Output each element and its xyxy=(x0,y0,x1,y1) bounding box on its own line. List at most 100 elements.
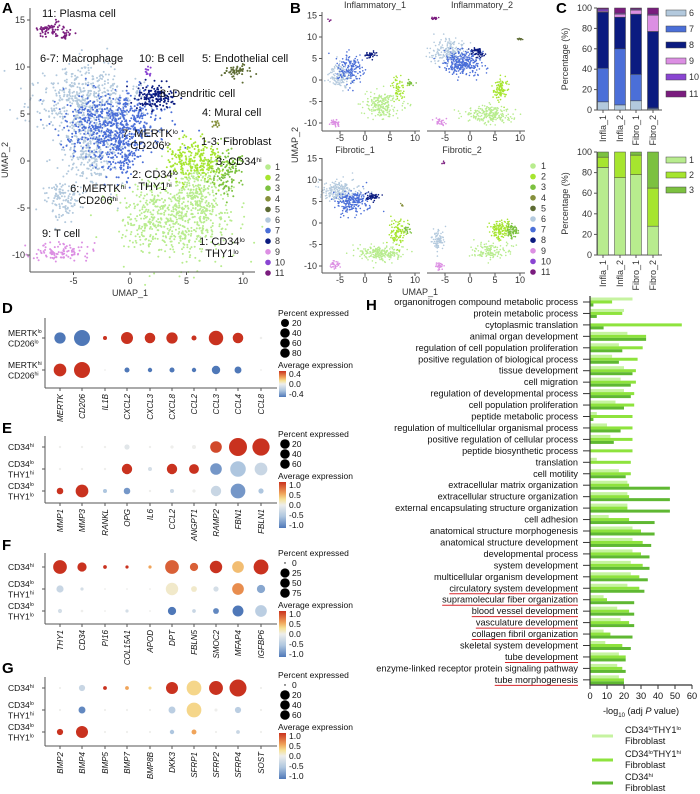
umap-point-cluster-1 xyxy=(202,188,205,191)
umap-a-points xyxy=(3,18,264,286)
umap-point-cluster-6 xyxy=(76,191,79,194)
umap-point-cluster-2 xyxy=(180,168,182,171)
umap-point-cluster-7 xyxy=(66,104,69,106)
umap-point-cluster-8 xyxy=(475,52,478,55)
umap-point-cluster-2 xyxy=(178,149,181,152)
legend-swatch-cluster-9 xyxy=(265,249,271,255)
umap-point-cluster-7 xyxy=(81,138,83,141)
cluster-annotation: 2: CD34lo xyxy=(132,169,178,181)
umap-point-cluster-1 xyxy=(120,236,123,239)
umap-point-cluster-3 xyxy=(412,84,414,87)
umap-point-cluster-7 xyxy=(125,119,128,122)
umap-point-cluster-2 xyxy=(188,162,191,165)
umap-point-cluster-7 xyxy=(140,112,143,115)
umap-point-cluster-6 xyxy=(442,53,445,56)
umap-point-cluster-6 xyxy=(438,41,441,44)
umap-point-cluster-1 xyxy=(128,239,131,242)
umap-point-cluster-7 xyxy=(82,129,85,132)
umap-point-cluster-6 xyxy=(63,149,66,151)
umap-point-cluster-1 xyxy=(211,230,214,233)
umap-point-cluster-6 xyxy=(98,172,101,175)
cluster-annotation: 10: B cell xyxy=(139,53,184,65)
umap-point-cluster-7 xyxy=(455,70,458,72)
umap-point-cluster-6 xyxy=(57,112,60,115)
umap-point-cluster-1 xyxy=(181,219,184,221)
umap-point-cluster-7 xyxy=(78,108,81,111)
umap-point-cluster-6 xyxy=(47,196,50,199)
umap-point-cluster-7 xyxy=(106,128,109,131)
umap-point-cluster-2 xyxy=(401,97,403,100)
umap-point-cluster-8 xyxy=(149,103,152,106)
umap-point-cluster-1 xyxy=(175,193,178,196)
umap-point-cluster-6 xyxy=(340,65,342,68)
umap-point-cluster-11 xyxy=(68,32,71,35)
umap-point-cluster-6 xyxy=(48,159,51,161)
umap-point-cluster-6 xyxy=(93,161,96,164)
umap-point-cluster-1 xyxy=(190,209,193,212)
umap-point-cluster-6 xyxy=(445,37,447,40)
umap-point-cluster-6 xyxy=(134,77,137,80)
umap-point-cluster-7 xyxy=(362,70,364,72)
umap-point-cluster-6 xyxy=(80,155,83,158)
umap-point-cluster-7 xyxy=(462,56,465,59)
umap-point-cluster-9 xyxy=(37,248,40,251)
umap-point-cluster-1 xyxy=(198,204,201,207)
umap-point-cluster-6 xyxy=(81,67,83,70)
umap-point-cluster-6 xyxy=(433,33,435,35)
umap-point-cluster-6 xyxy=(82,87,85,90)
umap-point-cluster-6 xyxy=(82,111,85,114)
umap-point-cluster-1 xyxy=(177,202,180,205)
umap-point-cluster-8 xyxy=(147,97,149,100)
umap-point-cluster-7 xyxy=(129,166,132,169)
umap-point-cluster-1 xyxy=(230,219,233,222)
umap-point-cluster-1 xyxy=(213,185,216,188)
umap-point-cluster-1 xyxy=(409,103,412,106)
umap-point-cluster-2 xyxy=(189,150,191,153)
umap-point-cluster-2 xyxy=(189,165,192,168)
umap-point-cluster-7 xyxy=(476,64,479,67)
cluster-annotation: CD206lo xyxy=(130,140,170,152)
umap-point-cluster-1 xyxy=(372,107,374,109)
umap-point-cluster-6 xyxy=(43,199,46,202)
umap-point-cluster-5 xyxy=(519,38,522,40)
umap-point-cluster-6 xyxy=(107,82,110,84)
umap-point-cluster-7 xyxy=(111,152,114,155)
umap-point-cluster-7 xyxy=(108,103,111,106)
umap-point-cluster-1 xyxy=(191,194,194,197)
umap-point-cluster-1 xyxy=(189,191,192,194)
umap-point-cluster-7 xyxy=(137,112,140,115)
umap-point-cluster-1 xyxy=(459,112,461,115)
umap-point-cluster-7 xyxy=(98,134,101,137)
umap-point-cluster-7 xyxy=(118,133,121,136)
umap-point-cluster-6 xyxy=(38,112,41,115)
umap-point-cluster-7 xyxy=(472,62,475,64)
umap-point-cluster-7 xyxy=(458,60,460,63)
umap-point-cluster-2 xyxy=(400,74,402,77)
umap-point-cluster-3 xyxy=(210,167,213,170)
cluster-annotation: 6: MERTKhi xyxy=(70,183,126,195)
umap-point-cluster-7 xyxy=(103,133,106,136)
umap-point-cluster-7 xyxy=(106,124,109,127)
umap-point-cluster-1 xyxy=(180,191,183,194)
umap-point-cluster-1 xyxy=(145,208,148,211)
umap-point-cluster-6 xyxy=(61,148,63,151)
umap-point-cluster-1 xyxy=(241,223,244,226)
umap-point-cluster-6 xyxy=(336,65,338,68)
umap-point-cluster-7 xyxy=(128,138,131,141)
umap-point-cluster-7 xyxy=(136,104,139,107)
umap-point-cluster-7 xyxy=(123,143,126,146)
cluster-annotation: 11: Plasma cell xyxy=(42,8,116,20)
umap-point-cluster-1 xyxy=(124,235,127,238)
umap-point-cluster-3 xyxy=(230,178,233,181)
umap-point-cluster-7 xyxy=(143,145,146,148)
umap-point-cluster-7 xyxy=(138,122,141,125)
umap-point-cluster-7 xyxy=(65,144,68,147)
umap-point-cluster-7 xyxy=(109,125,112,127)
umap-point-cluster-7 xyxy=(477,62,479,65)
umap-point-cluster-2 xyxy=(180,164,183,167)
umap-point-cluster-6 xyxy=(95,158,98,161)
umap-point-cluster-8 xyxy=(157,88,160,91)
umap-point-cluster-8 xyxy=(160,108,163,111)
umap-point-cluster-6 xyxy=(71,102,74,105)
umap-point-cluster-2 xyxy=(398,99,400,102)
